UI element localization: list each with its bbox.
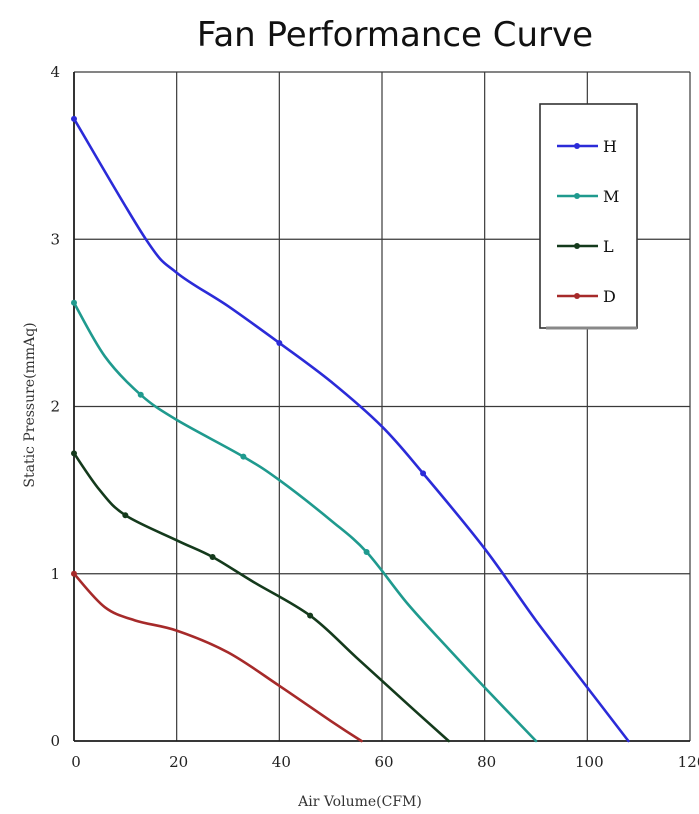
series-point-m xyxy=(363,549,370,556)
series-point-m xyxy=(71,299,77,306)
legend-marker-d xyxy=(574,293,580,299)
legend-marker-h xyxy=(574,143,580,149)
x-tick-label: 60 xyxy=(374,753,393,771)
series-point-l xyxy=(209,554,216,561)
series-point-m xyxy=(240,453,247,460)
series-point-l xyxy=(122,512,129,519)
series-line-h xyxy=(72,117,630,743)
legend-marker-l xyxy=(574,243,580,249)
series-lines xyxy=(71,115,630,743)
y-tick-label: 1 xyxy=(50,565,60,583)
series-point-h xyxy=(420,470,427,477)
x-axis-label: Air Volume(CFM) xyxy=(297,794,422,810)
series-point-d xyxy=(71,570,77,577)
y-tick-label: 3 xyxy=(50,230,60,248)
x-tick-label: 40 xyxy=(272,753,291,771)
y-tick-label: 4 xyxy=(50,63,60,81)
series-point-m xyxy=(137,391,144,398)
series-point-h xyxy=(276,339,283,346)
legend-label-h: H xyxy=(603,137,617,156)
x-tick-label: 120 xyxy=(678,753,699,771)
legend-label-m: M xyxy=(603,187,619,206)
series-line-l xyxy=(72,452,450,743)
tick-labels: 0 20 40 60 80 100 120 0 1 2 3 4 xyxy=(50,63,699,771)
legend-label-l: L xyxy=(603,237,614,256)
legend-label-d: D xyxy=(603,287,616,306)
series-line-m xyxy=(72,301,538,743)
x-tick-label: 80 xyxy=(477,753,496,771)
legend-box xyxy=(539,103,638,329)
series-point-l xyxy=(71,450,77,457)
legend-marker-m xyxy=(574,193,580,199)
series-line-d xyxy=(72,572,363,743)
chart-title: Fan Performance Curve xyxy=(197,15,593,55)
y-axis-label: Static Pressure(mmAq) xyxy=(22,322,38,487)
series-point-l xyxy=(307,612,314,619)
series-point-h xyxy=(71,115,77,122)
x-tick-label: 20 xyxy=(169,753,188,771)
legend: H M L D xyxy=(539,103,638,330)
y-tick-label: 0 xyxy=(50,732,60,750)
x-tick-label: 100 xyxy=(575,753,604,771)
x-tick-label: 0 xyxy=(71,753,81,771)
y-tick-label: 2 xyxy=(50,398,60,416)
